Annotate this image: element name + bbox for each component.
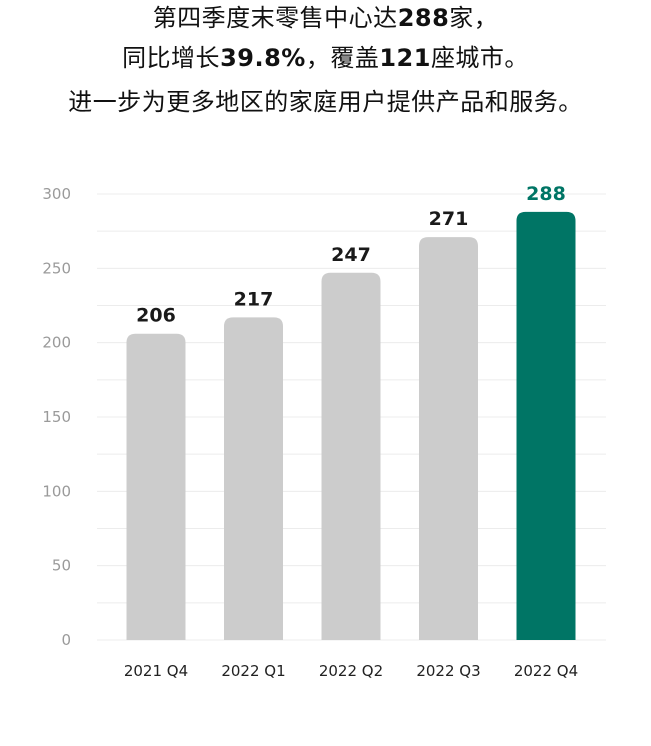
bar-2022-q2: [321, 272, 381, 640]
value-label: 288: [526, 183, 566, 205]
bar-2022-q4: [516, 211, 576, 640]
x-axis-categories: 2021 Q4 2022 Q1 2022 Q2 2022 Q3 2022 Q4: [124, 662, 578, 680]
y-tick-label: 300: [42, 185, 71, 203]
y-tick-label: 100: [42, 482, 71, 500]
y-tick-label: 0: [61, 631, 71, 649]
value-label: 271: [429, 208, 469, 230]
bar-2021-q4: [126, 333, 186, 640]
y-tick-label: 150: [42, 408, 71, 426]
bar-2022-q3: [419, 237, 478, 640]
value-label: 247: [331, 244, 371, 266]
headline-text: ，覆盖: [305, 44, 380, 72]
headline-line-3: 进一步为更多地区的家庭用户提供产品和服务。: [68, 88, 583, 116]
headline-line-2: 同比增长39.8%，覆盖121座城市。: [0, 36, 651, 80]
y-tick-label: 50: [52, 557, 71, 575]
headline: 第四季度末零售中心达288家， 同比增长39.8%，覆盖121座城市。 进一步为…: [0, 0, 651, 124]
headline-line-1: 第四季度末零售中心达288家，: [0, 0, 651, 36]
value-label: 206: [136, 305, 176, 327]
value-labels: 206 217 247 271 288: [136, 183, 566, 327]
headline-number: 39.8%: [220, 44, 306, 72]
x-category-label: 2022 Q4: [514, 662, 578, 680]
headline-number: 121: [379, 44, 431, 72]
x-category-label: 2022 Q2: [319, 662, 383, 680]
bar-2022-q1: [224, 317, 283, 640]
headline-number: 288: [397, 4, 450, 32]
x-category-label: 2022 Q3: [416, 662, 480, 680]
headline-text: 座城市。: [430, 44, 529, 72]
headline-text: 第四季度末零售中心达: [152, 4, 398, 32]
y-tick-label: 250: [42, 259, 71, 277]
headline-text: 同比增长: [122, 44, 221, 72]
x-category-label: 2021 Q4: [124, 662, 188, 680]
bars: [126, 211, 576, 640]
y-tick-label: 200: [42, 334, 71, 352]
value-label: 217: [234, 288, 274, 310]
y-axis-ticks: 0 50 100 150 200 250 300: [42, 185, 71, 649]
headline-text: 家，: [449, 4, 499, 32]
x-category-label: 2022 Q1: [221, 662, 285, 680]
